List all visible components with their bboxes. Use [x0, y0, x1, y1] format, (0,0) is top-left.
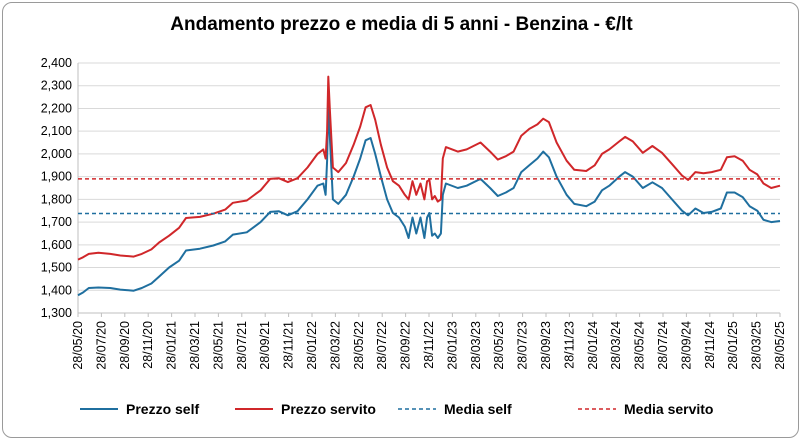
x-tick-label: 28/01/22: [305, 321, 319, 370]
x-tick-label: 28/03/25: [750, 321, 764, 370]
y-tick-label: 1,600: [41, 238, 72, 252]
legend: Prezzo self Prezzo servito Media self Media…: [80, 401, 713, 417]
x-tick-label: 28/09/21: [258, 321, 272, 370]
x-tick-label: 28/01/21: [165, 321, 179, 370]
x-tick-label: 28/03/21: [188, 321, 202, 370]
x-tick-label: 28/09/20: [118, 321, 132, 370]
y-tick-label: 2,200: [41, 101, 72, 115]
series-line-prezzo-servito: [77, 75, 781, 261]
x-axis: 28/05/20 28/07/20 28/09/20 28/11/20 28/01/21…: [71, 312, 787, 370]
x-tick-label: 28/07/20: [94, 321, 108, 370]
legend-label: Media self: [444, 401, 512, 417]
y-tick-label: 1,700: [41, 215, 72, 229]
x-tick-label: 28/07/23: [516, 321, 530, 370]
x-tick-label: 28/03/23: [469, 321, 483, 370]
x-tick-label: 28/09/22: [399, 321, 413, 370]
y-tick-label: 1,300: [41, 306, 72, 320]
x-tick-label: 28/05/25: [773, 321, 787, 370]
x-tick-label: 28/05/23: [492, 321, 506, 370]
x-tick-label: 28/09/23: [539, 321, 553, 370]
x-tick-label: 28/05/21: [211, 321, 225, 370]
x-tick-label: 28/07/24: [656, 321, 670, 370]
y-axis: 1,300 1,400 1,500 1,600 1,700 1,800 1,900 2,000…: [41, 56, 79, 320]
y-tick-label: 1,900: [41, 170, 72, 184]
y-tick-label: 1,500: [41, 261, 72, 275]
y-tick-label: 1,400: [41, 283, 72, 297]
x-tick-label: 28/07/22: [375, 321, 389, 370]
x-tick-label: 28/05/24: [633, 321, 647, 370]
y-tick-label: 2,000: [41, 147, 72, 161]
x-tick-label: 28/01/25: [726, 321, 740, 370]
grid-layer: [78, 62, 780, 314]
series-line-prezzo-self: [77, 102, 781, 297]
legend-label: Prezzo self: [126, 401, 199, 417]
y-tick-label: 2,100: [41, 124, 72, 138]
series-layer: [77, 75, 781, 297]
x-tick-label: 28/11/20: [141, 321, 155, 369]
x-tick-label: 28/07/21: [235, 321, 249, 370]
x-tick-label: 28/05/22: [352, 321, 366, 370]
legend-label: Prezzo servito: [281, 401, 376, 417]
x-tick-label: 28/03/24: [609, 321, 623, 370]
x-tick-label: 28/11/23: [562, 321, 576, 369]
legend-label: Media servito: [624, 401, 713, 417]
x-tick-label: 28/11/22: [422, 321, 436, 369]
x-tick-label: 28/09/24: [679, 321, 693, 370]
x-tick-label: 28/03/22: [328, 321, 342, 370]
y-tick-label: 2,400: [41, 56, 72, 70]
x-tick-label: 28/11/24: [703, 321, 717, 369]
x-tick-label: 28/01/23: [445, 321, 459, 370]
x-tick-label: 28/05/20: [71, 321, 85, 370]
x-tick-label: 28/01/24: [586, 321, 600, 370]
x-tick-label: 28/11/21: [282, 321, 296, 369]
y-tick-label: 1,800: [41, 192, 72, 206]
chart-title: Andamento prezzo e media di 5 anni - Ben…: [170, 14, 633, 35]
y-tick-label: 2,300: [41, 79, 72, 93]
